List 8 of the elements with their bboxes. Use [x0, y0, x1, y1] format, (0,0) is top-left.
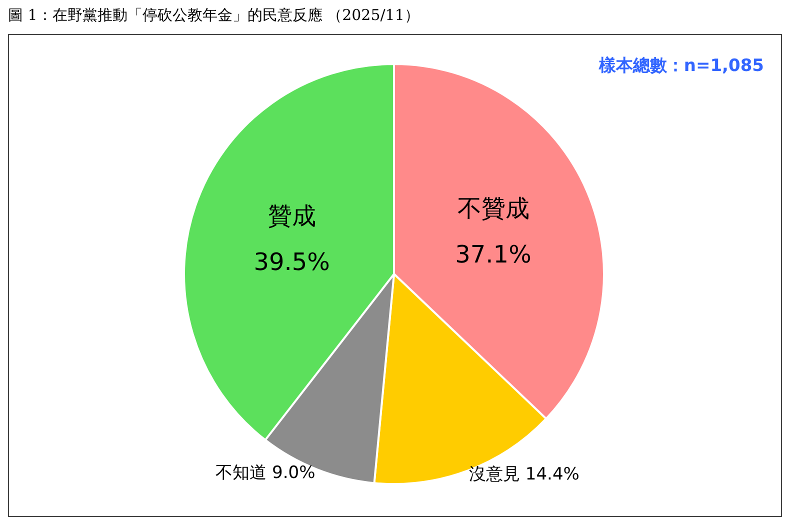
data-label: 37.1% — [455, 240, 532, 268]
data-label: 39.5% — [254, 248, 330, 276]
slice-label: 贊成 — [268, 202, 316, 230]
slice-label: 不贊成 — [457, 194, 530, 222]
text: 樣本總數：n=1,085 — [598, 55, 764, 77]
slice-label: 沒意見 14.4% — [469, 464, 580, 484]
slice-label: 不知道 9.0% — [216, 462, 316, 483]
chart-title: 圖 1：在野黨推動「停砍公教年金」的民意反應 （2025/11） — [8, 6, 420, 25]
